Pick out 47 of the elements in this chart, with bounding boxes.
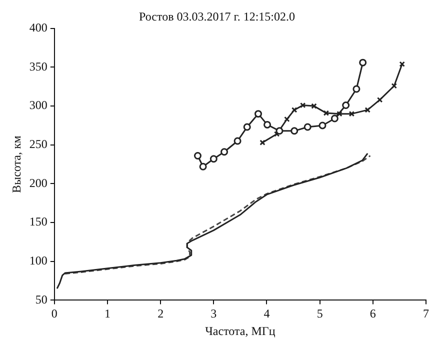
point — [264, 120, 272, 128]
y-tick-label: 150 — [29, 214, 48, 229]
point — [234, 137, 242, 145]
point — [352, 85, 360, 93]
point — [359, 58, 367, 66]
point — [210, 155, 218, 163]
y-tick-label: 50 — [35, 292, 48, 306]
point — [342, 102, 350, 110]
point — [336, 110, 342, 117]
y-tick-label: 200 — [29, 176, 48, 190]
point — [276, 127, 284, 135]
point — [323, 110, 330, 116]
point — [376, 96, 383, 103]
point — [194, 152, 202, 160]
y-axis-title: Высота, км — [9, 135, 24, 193]
point — [330, 114, 338, 122]
point — [220, 148, 228, 156]
point — [291, 107, 298, 113]
point — [318, 122, 326, 130]
point — [243, 123, 251, 131]
x-tick-label: 0 — [51, 306, 58, 321]
point — [311, 103, 317, 109]
y-tick-label: 250 — [29, 137, 48, 152]
x-tick-label: 4 — [264, 306, 270, 321]
point — [290, 127, 298, 135]
x-tick-label: 7 — [423, 306, 429, 321]
point — [300, 102, 306, 108]
point — [254, 110, 262, 118]
point — [348, 110, 355, 117]
point — [284, 116, 290, 122]
chart-title: Ростов 03.03.2017 г. 12:15:02.0 — [139, 9, 295, 24]
y-tick-label: 300 — [29, 98, 48, 112]
x-tick-label: 1 — [104, 306, 110, 321]
y-tick-label: 100 — [29, 254, 48, 268]
y-tick-label: 350 — [29, 59, 48, 74]
point — [199, 162, 207, 170]
x-axis-title: Частота, МГц — [205, 324, 276, 338]
point — [391, 82, 398, 89]
point — [304, 123, 312, 131]
point — [364, 107, 370, 113]
x-tick-label: 3 — [210, 306, 217, 321]
point — [274, 131, 280, 137]
x-tick-label: 5 — [316, 306, 323, 321]
y-tick-label: 400 — [29, 20, 48, 35]
line-series — [64, 155, 372, 275]
x-tick-label: 2 — [158, 306, 164, 321]
x-tick-label: 6 — [370, 306, 376, 321]
